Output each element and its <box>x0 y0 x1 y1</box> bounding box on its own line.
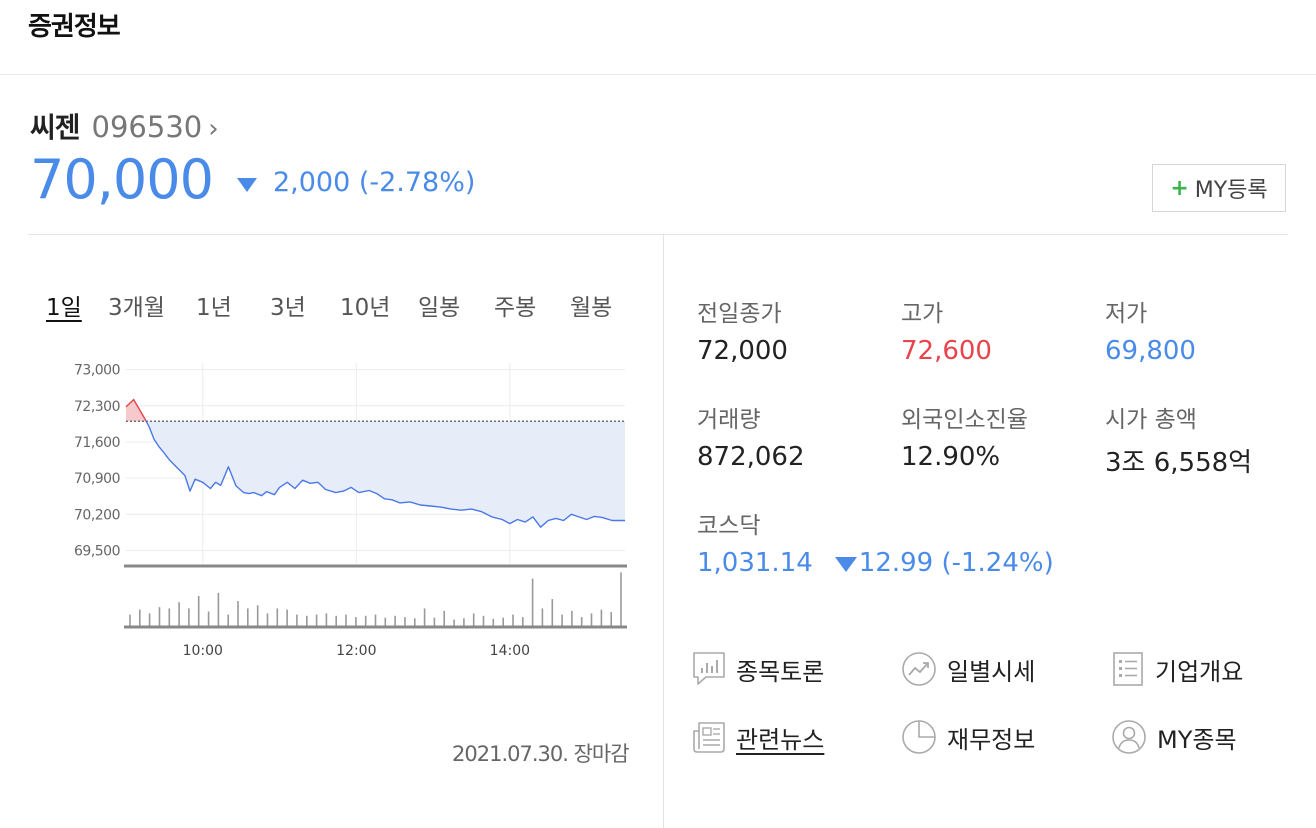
low-label: 저가 <box>1105 301 1148 327</box>
info-kosdaq: 코스닥 1,031.14 12.99 (-1.24%) <box>697 506 1054 578</box>
my-stocks-link[interactable]: MY종목 <box>1111 719 1237 755</box>
pie-chart-icon <box>902 720 936 754</box>
volume-bars <box>129 572 622 627</box>
current-price: 70,000 <box>30 148 214 211</box>
market-cap-value: 3조 6,558억 <box>1105 448 1253 478</box>
price-line <box>145 420 625 528</box>
price-row: 70,000 2,000 (-2.78%) <box>30 148 475 211</box>
tab-3years[interactable]: 3년 <box>270 295 306 321</box>
intraday-price-chart: 73,000 72,300 71,600 70,900 70,200 69,500 10:… <box>74 363 627 659</box>
tab-1day[interactable]: 1일 <box>46 295 82 321</box>
my-register-button[interactable]: + MY등록 <box>1152 164 1286 212</box>
above-prev-close-area <box>126 399 147 422</box>
chart-date: 2021.07.30. 장마감 <box>452 742 630 766</box>
tab-monthly-candle[interactable]: 월봉 <box>570 295 613 321</box>
down-triangle-icon <box>236 177 257 192</box>
info-volume: 거래량 872,062 <box>697 400 805 472</box>
info-foreign-ratio: 외국인소진율 12.90% <box>901 400 1028 472</box>
stock-title: 씨젠 096530 › <box>30 106 219 146</box>
company-overview-label: 기업개요 <box>1155 657 1244 686</box>
document-list-icon <box>1113 652 1143 686</box>
newspaper-icon <box>693 722 725 753</box>
foreign-ratio-value: 12.90% <box>901 442 1001 472</box>
x-axis-ticks: 10:00 12:00 14:00 <box>183 643 530 659</box>
y-tick-label: 70,900 <box>74 471 120 487</box>
price-change: 2,000 (-2.78%) <box>272 167 476 198</box>
info-market-cap: 시가 총액 3조 6,558억 <box>1105 400 1252 479</box>
kosdaq-index: 1,031.14 <box>697 548 813 578</box>
financial-info-link[interactable]: 재무정보 <box>901 719 1035 755</box>
company-overview-link[interactable]: 기업개요 <box>1111 651 1243 687</box>
info-prev-close: 전일종가 72,000 <box>697 294 788 366</box>
low-value: 69,800 <box>1105 336 1196 366</box>
y-tick-label: 73,000 <box>74 363 120 379</box>
page-title: 증권정보 <box>28 12 121 42</box>
info-low: 저가 69,800 <box>1105 294 1196 366</box>
y-tick-label: 71,600 <box>74 435 120 451</box>
header: 증권정보 <box>0 0 1316 75</box>
stock-name: 씨젠 <box>30 111 81 144</box>
kosdaq-values: 1,031.14 12.99 (-1.24%) <box>697 548 1054 578</box>
user-circle-icon <box>1112 720 1146 754</box>
tab-weekly-candle[interactable]: 주봉 <box>494 295 537 321</box>
high-value: 72,600 <box>901 336 992 366</box>
y-axis-ticks: 73,000 72,300 71,600 70,900 70,200 69,500 <box>74 363 121 560</box>
tab-1year[interactable]: 1년 <box>196 295 232 321</box>
kosdaq-label: 코스닥 <box>697 513 761 539</box>
volume-value: 872,062 <box>697 442 805 472</box>
stock-code-link[interactable]: 096530 <box>91 110 203 144</box>
prev-close-label: 전일종가 <box>697 301 782 327</box>
x-tick-label: 12:00 <box>336 643 376 659</box>
my-stocks-label: MY종목 <box>1157 725 1237 754</box>
market-cap-label: 시가 총액 <box>1105 407 1197 433</box>
below-prev-close-area <box>146 421 625 528</box>
chevron-right-icon[interactable]: › <box>208 114 219 144</box>
y-tick-label: 69,500 <box>74 543 120 559</box>
financial-info-label: 재무정보 <box>947 725 1036 754</box>
tab-daily-candle[interactable]: 일봉 <box>418 295 461 321</box>
high-label: 고가 <box>901 301 944 327</box>
related-news-link[interactable]: 관련뉴스 <box>692 719 824 755</box>
daily-price-label: 일별시세 <box>947 657 1036 686</box>
my-register-label: MY등록 <box>1194 178 1268 203</box>
kosdaq-change: 12.99 (-1.24%) <box>858 548 1054 578</box>
volume-label: 거래량 <box>697 407 761 433</box>
x-tick-label: 14:00 <box>490 643 530 659</box>
related-news-label: 관련뉴스 <box>736 725 825 754</box>
stock-discussion-link[interactable]: 종목토론 <box>692 651 824 687</box>
tab-3months[interactable]: 3개월 <box>108 295 165 321</box>
x-tick-label: 10:00 <box>183 643 223 659</box>
y-tick-label: 72,300 <box>74 399 120 415</box>
down-triangle-icon <box>834 556 857 572</box>
plus-icon: + <box>1170 175 1189 201</box>
y-tick-label: 70,200 <box>74 507 120 523</box>
price-line-above <box>125 398 147 422</box>
daily-price-link[interactable]: 일별시세 <box>901 651 1035 687</box>
chart-period-tabs: 1일 3개월 1년 3년 10년 일봉 주봉 월봉 <box>0 288 640 328</box>
prev-close-value: 72,000 <box>697 336 788 366</box>
stock-discussion-label: 종목토론 <box>736 657 825 686</box>
foreign-ratio-label: 외국인소진율 <box>901 407 1028 433</box>
divider <box>28 234 1288 235</box>
info-high: 고가 72,600 <box>901 294 992 366</box>
trend-circle-icon <box>902 652 936 686</box>
tab-10years[interactable]: 10년 <box>340 295 391 321</box>
discussion-chart-icon <box>693 652 725 685</box>
vertical-divider <box>663 235 664 828</box>
